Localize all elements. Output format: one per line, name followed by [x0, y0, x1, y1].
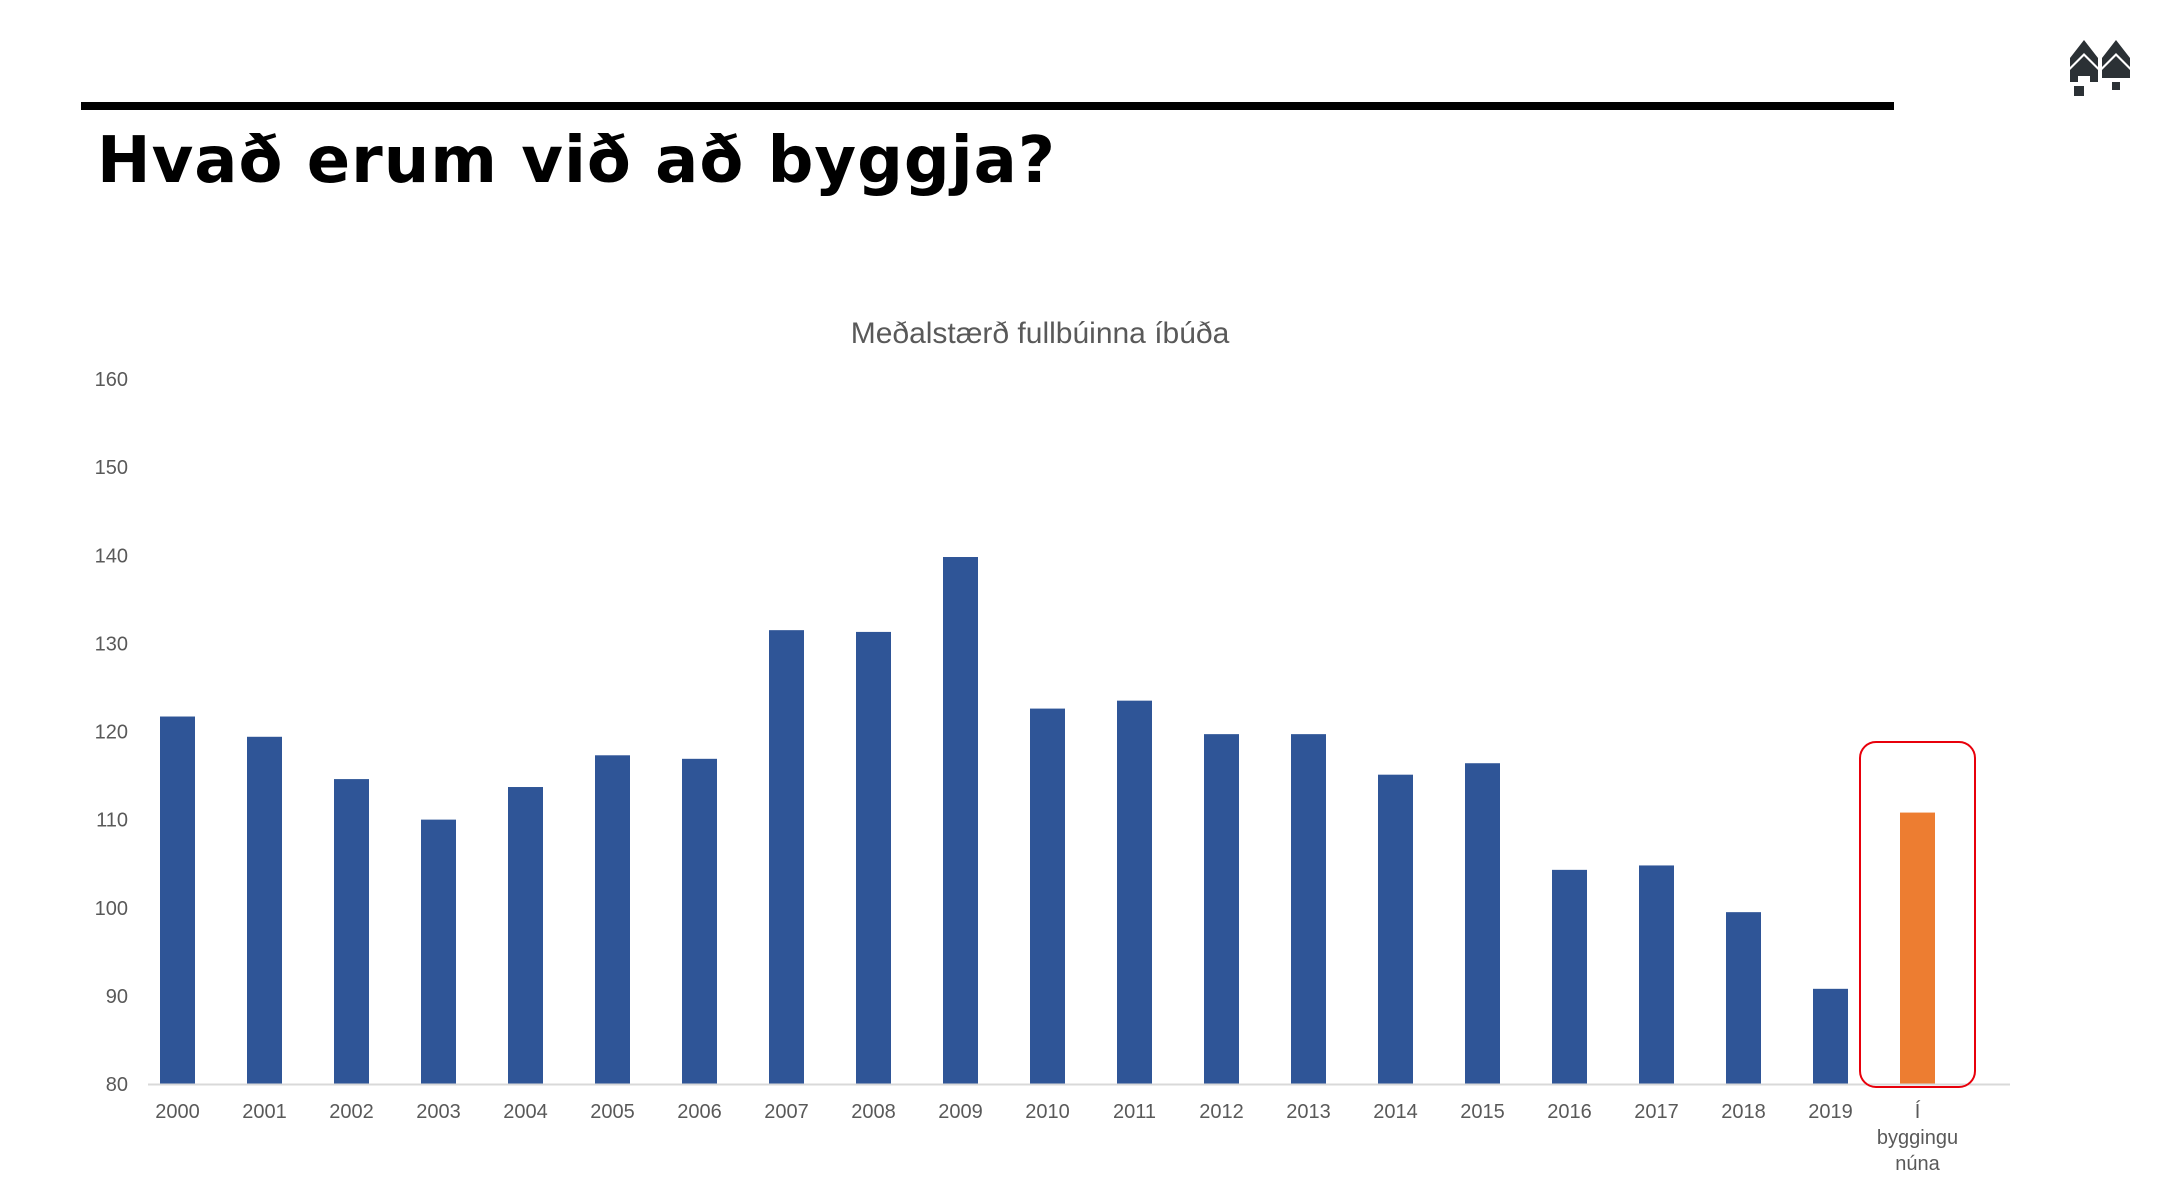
x-tick-label: 2000 — [155, 1101, 200, 1123]
bar-highlight — [1900, 812, 1935, 1084]
bar — [508, 787, 543, 1084]
y-tick-label: 120 — [95, 722, 128, 744]
x-tick-label: 2004 — [503, 1101, 548, 1123]
y-tick-label: 90 — [106, 986, 128, 1008]
bar — [595, 755, 630, 1084]
x-tick-label: 2003 — [416, 1101, 461, 1123]
x-axis-tick-labels: 2000 2001 2002 2003 2004 2005 2006 2007 2008 2009… — [155, 1100, 1958, 1175]
x-tick-label: 2008 — [851, 1101, 896, 1123]
x-tick-label: 2012 — [1199, 1101, 1244, 1123]
slide-title: Hvað erum við að byggja? — [97, 124, 1056, 198]
bar — [1117, 700, 1152, 1084]
y-tick-label: 110 — [96, 810, 128, 832]
bar — [682, 758, 717, 1084]
top-rule — [81, 102, 1894, 110]
chart-title: Meðalstærð fullbúinna íbúða — [851, 317, 1230, 350]
y-axis-tick-labels: 80 90 100 110 120 130 140 150 160 — [95, 369, 128, 1096]
x-tick-label: 2015 — [1460, 1101, 1505, 1123]
x-tick-label: 2002 — [329, 1101, 374, 1123]
bar — [1639, 865, 1674, 1084]
bar — [1465, 763, 1500, 1084]
y-tick-label: 100 — [95, 898, 128, 920]
y-tick-label: 150 — [95, 457, 128, 479]
bar — [1552, 869, 1587, 1084]
bar — [1726, 912, 1761, 1084]
y-tick-label: 160 — [95, 369, 128, 391]
y-tick-label: 80 — [106, 1074, 128, 1096]
x-tick-label: 2014 — [1373, 1101, 1418, 1123]
bar — [856, 631, 891, 1084]
bar — [1030, 708, 1065, 1084]
bar — [943, 557, 978, 1084]
bar — [1813, 988, 1848, 1084]
x-tick-label: 2011 — [1113, 1101, 1156, 1123]
bar — [1204, 734, 1239, 1084]
bars — [160, 557, 1935, 1084]
bar — [247, 736, 282, 1084]
x-tick-label: 2013 — [1286, 1101, 1331, 1123]
highlight-box — [1859, 741, 1976, 1088]
x-tick-label: 2005 — [590, 1101, 635, 1123]
bar — [334, 779, 369, 1084]
bar — [160, 716, 195, 1084]
x-tick-label: 2001 — [242, 1101, 287, 1123]
x-tick-label: 2009 — [938, 1101, 983, 1123]
x-tick-label: 2018 — [1721, 1101, 1766, 1123]
houses-logo-icon — [2070, 40, 2130, 96]
bar — [769, 630, 804, 1084]
x-tick-label: 2010 — [1025, 1101, 1070, 1123]
bar — [1378, 774, 1413, 1084]
y-tick-label: 130 — [95, 633, 128, 655]
x-tick-label: 2007 — [764, 1101, 809, 1123]
x-tick-label: 2017 — [1634, 1101, 1679, 1123]
bar — [1291, 734, 1326, 1084]
x-tick-label: 2019 — [1808, 1101, 1853, 1123]
x-tick-label: 2006 — [677, 1101, 722, 1123]
y-tick-label: 140 — [95, 545, 128, 567]
x-tick-label: 2016 — [1547, 1101, 1592, 1123]
bar — [421, 819, 456, 1084]
